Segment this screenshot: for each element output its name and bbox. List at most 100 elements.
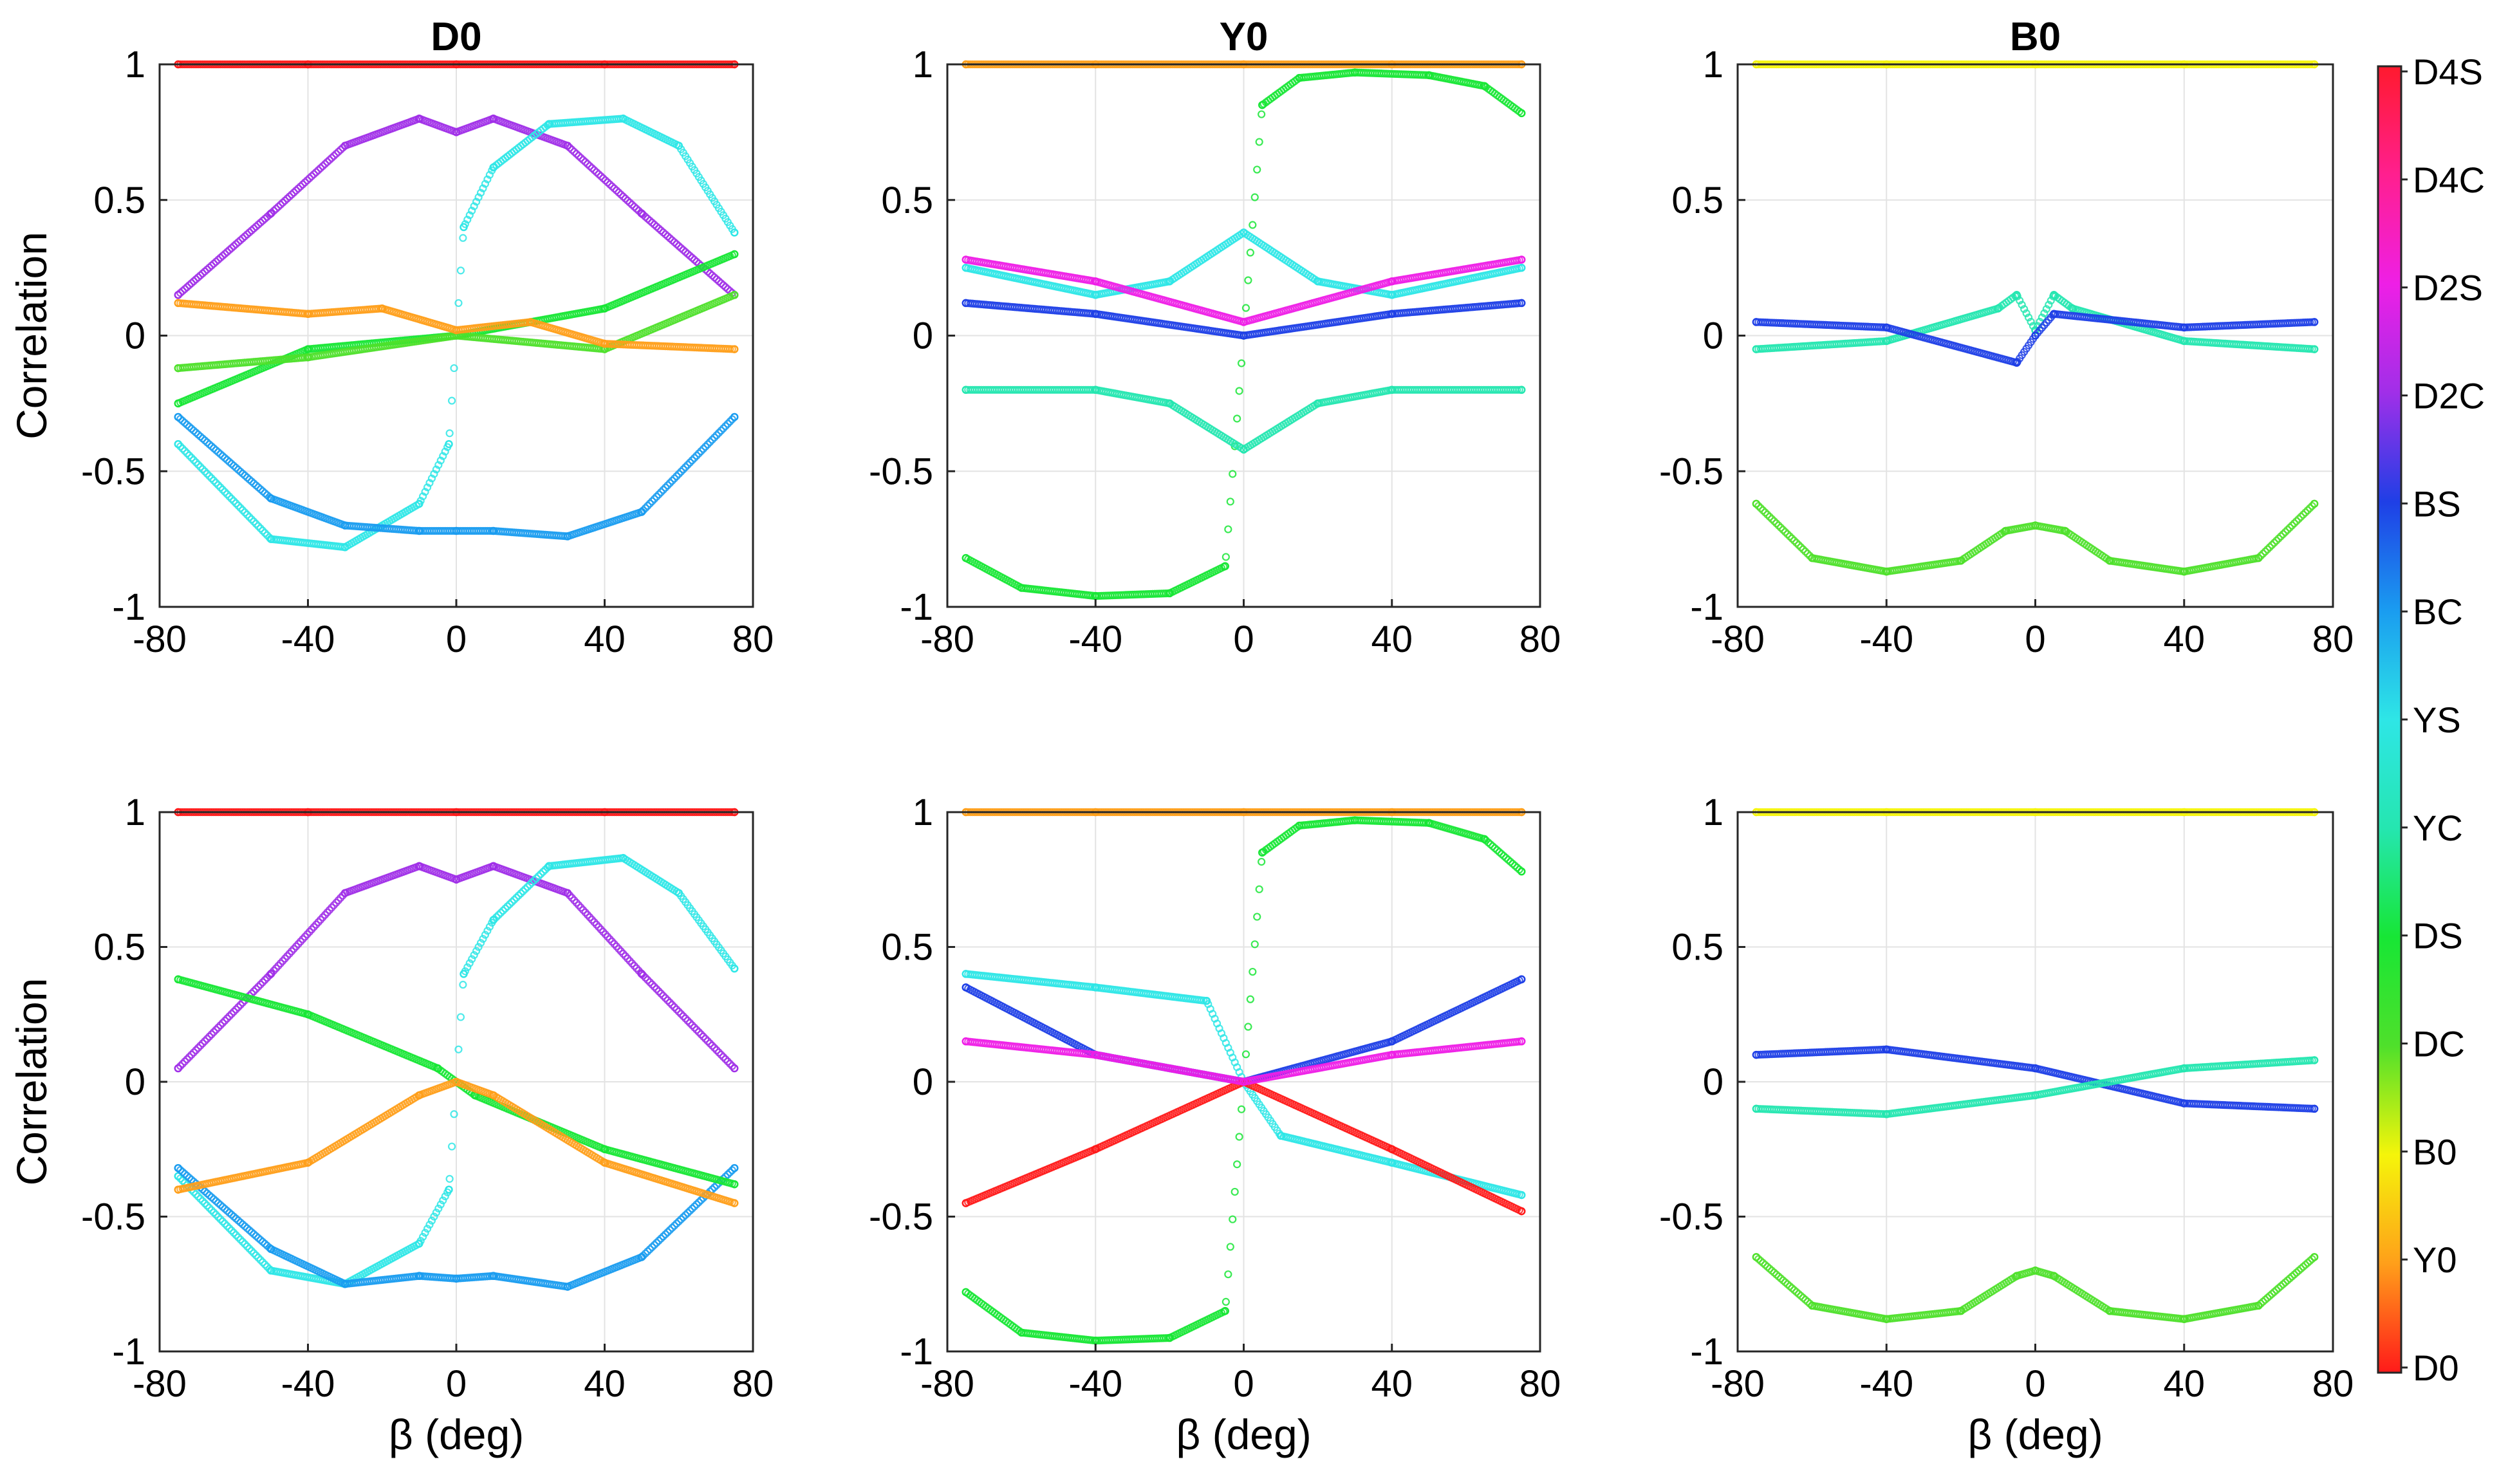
data-marker <box>183 420 191 429</box>
data-marker <box>230 461 238 470</box>
data-marker <box>241 471 249 480</box>
data-marker <box>174 413 182 422</box>
data-marker <box>212 446 220 454</box>
y-tick-label: -0.5 <box>81 450 145 492</box>
x-tick-label: 0 <box>1233 618 1254 660</box>
data-marker <box>599 174 608 183</box>
data-marker <box>245 513 254 521</box>
data-marker <box>566 144 574 152</box>
data-marker <box>196 463 205 471</box>
data-marker <box>203 265 211 274</box>
data-marker <box>1224 525 1232 533</box>
data-marker <box>470 202 478 210</box>
data-marker <box>256 485 265 494</box>
data-marker <box>690 454 699 462</box>
data-marker <box>575 152 583 160</box>
data-marker <box>201 267 209 275</box>
data-marker <box>632 205 641 213</box>
data-marker <box>276 201 284 209</box>
data-marker <box>630 203 638 211</box>
data-marker <box>189 277 198 286</box>
data-marker <box>210 444 218 452</box>
data-marker <box>225 492 234 501</box>
data-marker <box>710 273 719 282</box>
y-tick-label: 0.5 <box>93 180 145 221</box>
data-marker <box>655 224 663 233</box>
data-marker <box>668 476 676 485</box>
series-D2C <box>174 115 739 299</box>
data-marker <box>234 238 243 246</box>
y-tick-label: -0.5 <box>1659 450 1723 492</box>
panel-title: B0 <box>2010 15 2061 59</box>
data-marker <box>1249 221 1257 229</box>
series-Y0 <box>174 299 739 353</box>
data-marker <box>712 275 721 284</box>
data-marker <box>312 168 321 176</box>
data-marker <box>710 433 719 441</box>
data-marker <box>250 479 258 488</box>
data-marker <box>176 442 185 450</box>
y-tick-label: 1 <box>125 44 145 86</box>
y-tick-label: -0.5 <box>869 450 933 492</box>
data-marker <box>314 166 322 174</box>
data-marker <box>296 182 305 190</box>
data-marker <box>178 287 187 295</box>
data-marker <box>185 451 194 459</box>
data-marker <box>176 414 185 423</box>
data-marker <box>450 364 458 373</box>
data-marker <box>214 255 223 264</box>
data-marker <box>572 149 581 158</box>
data-marker <box>685 458 694 467</box>
data-marker <box>279 198 287 207</box>
y-tick-label: -1 <box>900 586 933 628</box>
data-marker <box>334 147 342 156</box>
data-marker <box>261 214 269 223</box>
data-marker <box>321 160 330 169</box>
data-marker <box>719 424 728 432</box>
data-marker <box>583 160 592 169</box>
data-marker <box>1255 138 1263 146</box>
data-marker <box>218 252 227 260</box>
data-marker <box>646 499 654 508</box>
data-marker <box>250 224 258 233</box>
data-marker <box>252 519 260 528</box>
data-marker <box>608 182 617 190</box>
data-marker <box>443 443 452 451</box>
data-marker <box>259 526 267 535</box>
data-marker <box>272 205 281 213</box>
data-marker <box>174 291 182 299</box>
data-marker <box>692 257 701 266</box>
data-marker <box>653 492 661 501</box>
data-marker <box>1244 276 1252 284</box>
data-marker <box>677 244 685 252</box>
data-marker <box>661 230 670 239</box>
data-marker <box>221 250 229 258</box>
data-marker <box>641 212 649 221</box>
data-marker <box>328 154 336 162</box>
data-marker <box>570 147 579 156</box>
data-marker <box>178 445 187 453</box>
data-marker <box>192 429 200 437</box>
data-marker <box>664 232 672 241</box>
x-tick-label: 40 <box>2163 618 2205 660</box>
data-marker <box>485 171 494 179</box>
data-marker <box>648 218 656 227</box>
data-marker <box>216 254 225 262</box>
data-marker <box>592 168 600 176</box>
data-marker <box>254 220 263 229</box>
data-marker <box>439 452 447 460</box>
data-marker <box>683 250 692 258</box>
data-marker <box>468 207 476 215</box>
data-marker <box>635 207 643 215</box>
data-marker <box>597 172 605 180</box>
data-marker <box>259 487 267 496</box>
data-marker <box>674 470 683 478</box>
data-marker <box>447 396 456 405</box>
data-marker <box>601 176 609 185</box>
data-marker <box>1253 165 1261 174</box>
data-marker <box>243 230 252 239</box>
data-marker <box>332 149 340 158</box>
data-marker <box>174 440 182 449</box>
